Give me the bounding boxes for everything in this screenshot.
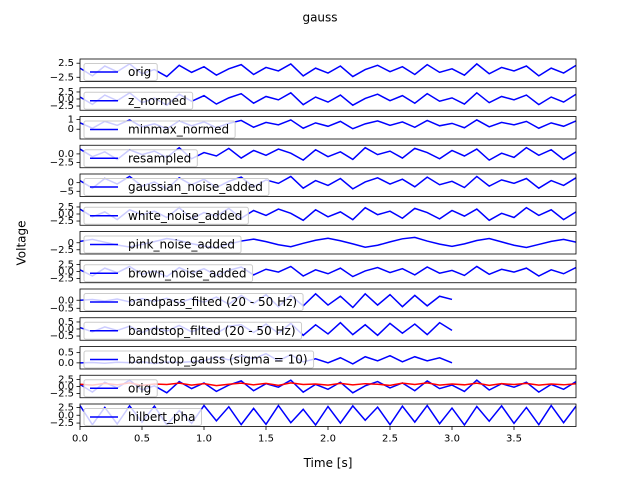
y-tick-label: 0.0 bbox=[58, 94, 74, 105]
legend-box bbox=[83, 350, 315, 369]
axes-frame bbox=[79, 116, 577, 140]
legend-box bbox=[83, 120, 236, 139]
y-tick-label: −2.5 bbox=[50, 158, 74, 169]
y-axis-label: Voltage bbox=[15, 220, 29, 265]
x-tick-label: 0.5 bbox=[134, 434, 150, 445]
y-tick-label: −2.5 bbox=[50, 418, 74, 429]
x-axis-label: Time [s] bbox=[303, 456, 353, 470]
legend-label: z_normed bbox=[128, 94, 187, 108]
legend-box bbox=[83, 178, 270, 196]
legend-label: bandstop_filted (20 - 50 Hz) bbox=[128, 324, 296, 338]
legend-label: pink_noise_added bbox=[128, 238, 235, 252]
y-tick-label: −2.5 bbox=[50, 245, 74, 256]
legend-label: brown_noise_added bbox=[128, 266, 247, 280]
legend-box bbox=[83, 408, 202, 426]
legend: brown_noise_added bbox=[83, 264, 254, 283]
axes-frame bbox=[79, 374, 577, 399]
legend-box bbox=[83, 379, 158, 398]
y-tick-label: 0.0 bbox=[58, 149, 74, 160]
legend: orig bbox=[83, 63, 158, 81]
y-tick-label: 0.0 bbox=[58, 267, 74, 278]
y-tick-label: 2.5 bbox=[58, 259, 74, 270]
x-tick-label: 3.5 bbox=[506, 434, 522, 445]
legend-label: orig bbox=[128, 65, 151, 79]
y-tick-label: −0.5 bbox=[50, 303, 74, 314]
axes-frame bbox=[79, 173, 577, 197]
y-tick-label: 2.5 bbox=[58, 402, 74, 413]
axes-frame bbox=[79, 346, 577, 370]
x-tick-label: 0.0 bbox=[72, 434, 88, 445]
legend-label: bandpass_filted (20 - 50 Hz) bbox=[128, 295, 297, 309]
legend: minmax_normed bbox=[83, 120, 236, 139]
y-tick-label: 0.5 bbox=[58, 317, 74, 328]
legend: orig bbox=[83, 379, 158, 398]
axes-frame bbox=[79, 202, 577, 226]
series-line bbox=[80, 379, 576, 394]
y-tick-label: 0.0 bbox=[58, 209, 74, 220]
y-tick-label: −2.5 bbox=[50, 389, 74, 400]
series-line bbox=[80, 62, 576, 78]
legend-label: white_noise_added bbox=[128, 209, 242, 223]
axes-frame bbox=[79, 317, 577, 341]
y-tick-label: 0 bbox=[68, 124, 74, 135]
y-tick-label: −5 bbox=[59, 186, 74, 197]
y-tick-label: −2.5 bbox=[50, 274, 74, 285]
y-tick-label: 0.0 bbox=[58, 295, 74, 306]
legend-label: orig bbox=[128, 381, 151, 395]
y-tick-label: 0 bbox=[68, 238, 74, 249]
x-tick-label: 2.5 bbox=[382, 434, 398, 445]
legend-label: bandstop_gauss (sigma = 10) bbox=[128, 353, 308, 367]
axes-frame bbox=[79, 288, 577, 312]
axes-frame bbox=[79, 87, 577, 111]
y-tick-label: 2.5 bbox=[58, 58, 74, 69]
x-tick-label: 1.5 bbox=[258, 434, 274, 445]
legend: resampled bbox=[83, 149, 198, 168]
legend-box bbox=[83, 235, 242, 254]
y-tick-label: 0.0 bbox=[58, 324, 74, 335]
legend-box bbox=[83, 293, 304, 311]
legend: gaussian_noise_added bbox=[83, 178, 270, 196]
y-tick-label: −2.5 bbox=[50, 72, 74, 83]
legend-box bbox=[83, 91, 194, 110]
legend-label: gaussian_noise_added bbox=[128, 180, 263, 194]
legend-label: minmax_normed bbox=[128, 123, 229, 137]
y-tick-label: 2.5 bbox=[58, 374, 74, 385]
y-tick-label: 2.5 bbox=[58, 202, 74, 213]
y-tick-label: −0.5 bbox=[50, 331, 74, 342]
x-tick-label: 1.0 bbox=[196, 434, 212, 445]
y-tick-label: 0.0 bbox=[58, 410, 74, 421]
series-line bbox=[80, 382, 576, 387]
legend: hilbert_pha bbox=[83, 408, 202, 426]
axes-frame bbox=[79, 58, 577, 82]
y-tick-label: −2.5 bbox=[50, 216, 74, 227]
legend-label: hilbert_pha bbox=[128, 410, 196, 424]
legend: pink_noise_added bbox=[83, 235, 242, 254]
x-tick-label: 2.0 bbox=[320, 434, 336, 445]
axes-frame bbox=[79, 144, 577, 169]
y-tick-label: −2.5 bbox=[50, 101, 74, 112]
legend-box bbox=[83, 264, 254, 283]
y-tick-label: 0.0 bbox=[58, 358, 74, 369]
legend: bandpass_filted (20 - 50 Hz) bbox=[83, 293, 304, 311]
legend-box bbox=[83, 206, 249, 225]
y-tick-label: 0 bbox=[68, 178, 74, 189]
y-tick-label: 2.5 bbox=[58, 87, 74, 98]
legend: white_noise_added bbox=[83, 206, 249, 225]
legend: z_normed bbox=[83, 91, 194, 110]
legend-label: resampled bbox=[128, 151, 191, 165]
axes-frame bbox=[79, 259, 577, 284]
y-tick-label: 1 bbox=[68, 114, 74, 125]
legend-box bbox=[83, 149, 198, 168]
legend-box bbox=[83, 321, 303, 340]
axes-frame bbox=[79, 231, 577, 255]
x-tick-label: 3.0 bbox=[444, 434, 460, 445]
legend-box bbox=[83, 63, 158, 81]
y-tick-label: 0.5 bbox=[58, 348, 74, 359]
figure-title: gauss bbox=[302, 11, 337, 25]
legend: bandstop_gauss (sigma = 10) bbox=[83, 350, 315, 369]
legend: bandstop_filted (20 - 50 Hz) bbox=[83, 321, 303, 340]
y-tick-label: 0.0 bbox=[58, 382, 74, 393]
